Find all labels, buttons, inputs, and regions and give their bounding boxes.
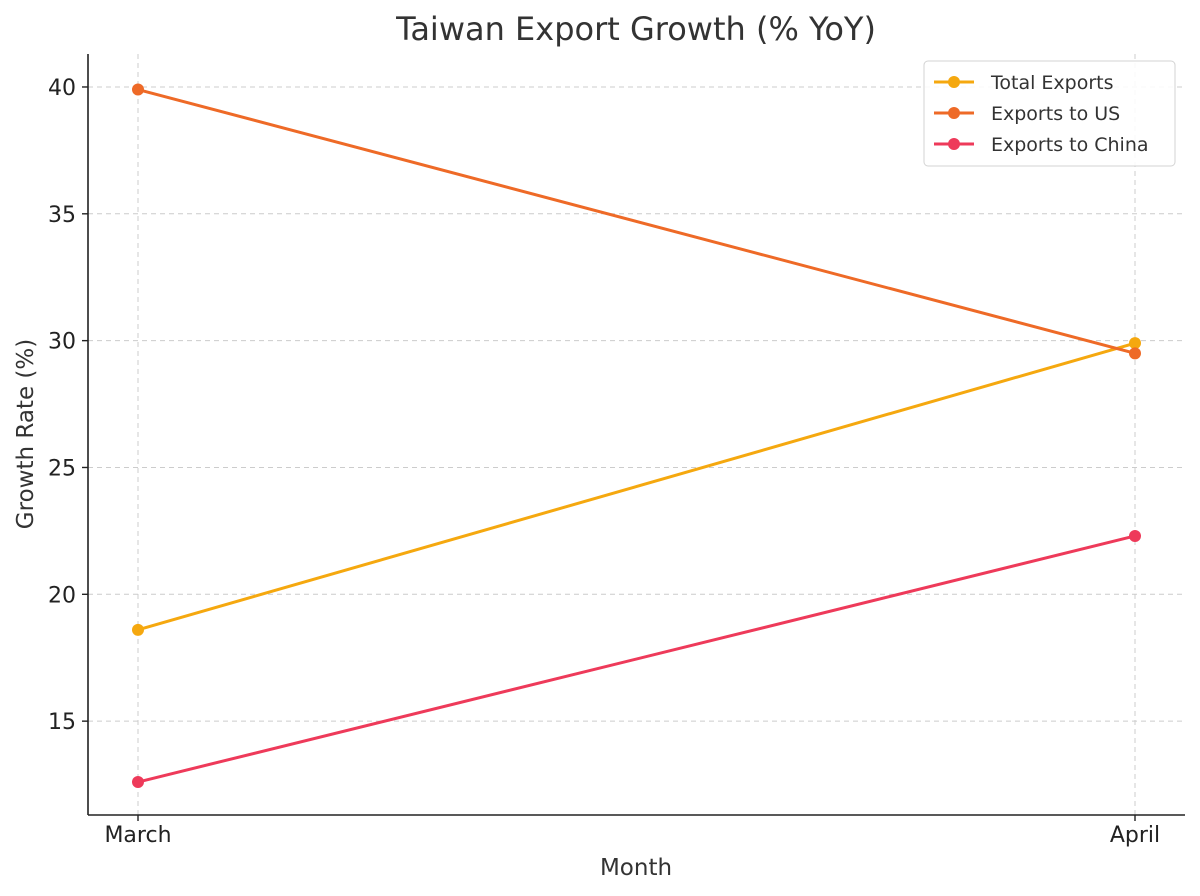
legend-label: Total Exports — [990, 72, 1114, 94]
x-tick-label: April — [1110, 823, 1160, 848]
legend-box — [923, 60, 1176, 167]
y-tick-label: 20 — [48, 583, 76, 608]
y-tick-label: 30 — [48, 330, 76, 355]
series-0 — [132, 337, 1141, 636]
data-point — [1129, 337, 1141, 350]
data-point — [132, 83, 144, 96]
chart-title: Taiwan Export Growth (% YoY) — [395, 10, 876, 48]
data-point — [1129, 347, 1141, 360]
ticks: 15 20 25 30 35 40 March April — [48, 76, 1160, 848]
legend: Total Exports Exports to US Exports to Chi… — [923, 60, 1176, 167]
axes — [87, 54, 1185, 816]
y-tick-label: 15 — [48, 710, 76, 735]
series-line — [136, 534, 1137, 784]
legend-label: Exports to China — [991, 134, 1149, 156]
data-point — [132, 776, 144, 789]
legend-label: Exports to US — [991, 103, 1120, 125]
series-line — [136, 341, 1137, 632]
y-axis-label: Growth Rate (%) — [13, 339, 39, 529]
series-1 — [132, 83, 1141, 360]
y-tick-label: 40 — [48, 76, 76, 101]
series-2 — [132, 529, 1141, 789]
grid — [88, 54, 1185, 815]
y-tick-label: 25 — [48, 456, 76, 481]
data-point — [1129, 529, 1141, 542]
x-axis-label: Month — [600, 855, 672, 881]
data-point — [132, 623, 144, 636]
y-tick-label: 35 — [48, 203, 76, 228]
x-tick-label: March — [104, 823, 171, 848]
legend-swatch-marker — [948, 76, 960, 88]
legend-swatch-marker — [948, 107, 960, 119]
legend-swatch-marker — [948, 138, 960, 150]
series-line — [136, 88, 1137, 355]
series-lines — [132, 83, 1141, 789]
